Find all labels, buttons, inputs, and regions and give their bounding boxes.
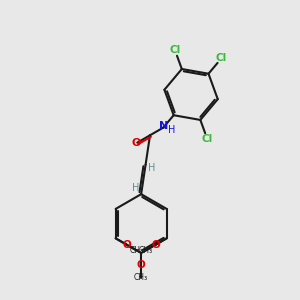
Text: CH₃: CH₃: [134, 273, 148, 282]
Text: Cl: Cl: [216, 53, 227, 63]
Text: Cl: Cl: [169, 45, 181, 55]
Text: Cl: Cl: [202, 134, 213, 144]
Text: O: O: [131, 138, 141, 148]
Text: CH₃: CH₃: [130, 246, 144, 255]
Text: N: N: [159, 121, 168, 131]
Text: O: O: [137, 260, 146, 270]
Text: O: O: [122, 239, 131, 250]
Text: O: O: [152, 239, 160, 250]
Text: H: H: [148, 163, 156, 173]
Text: CH₃: CH₃: [138, 246, 152, 255]
Text: H: H: [132, 183, 140, 193]
Text: H: H: [168, 125, 175, 135]
